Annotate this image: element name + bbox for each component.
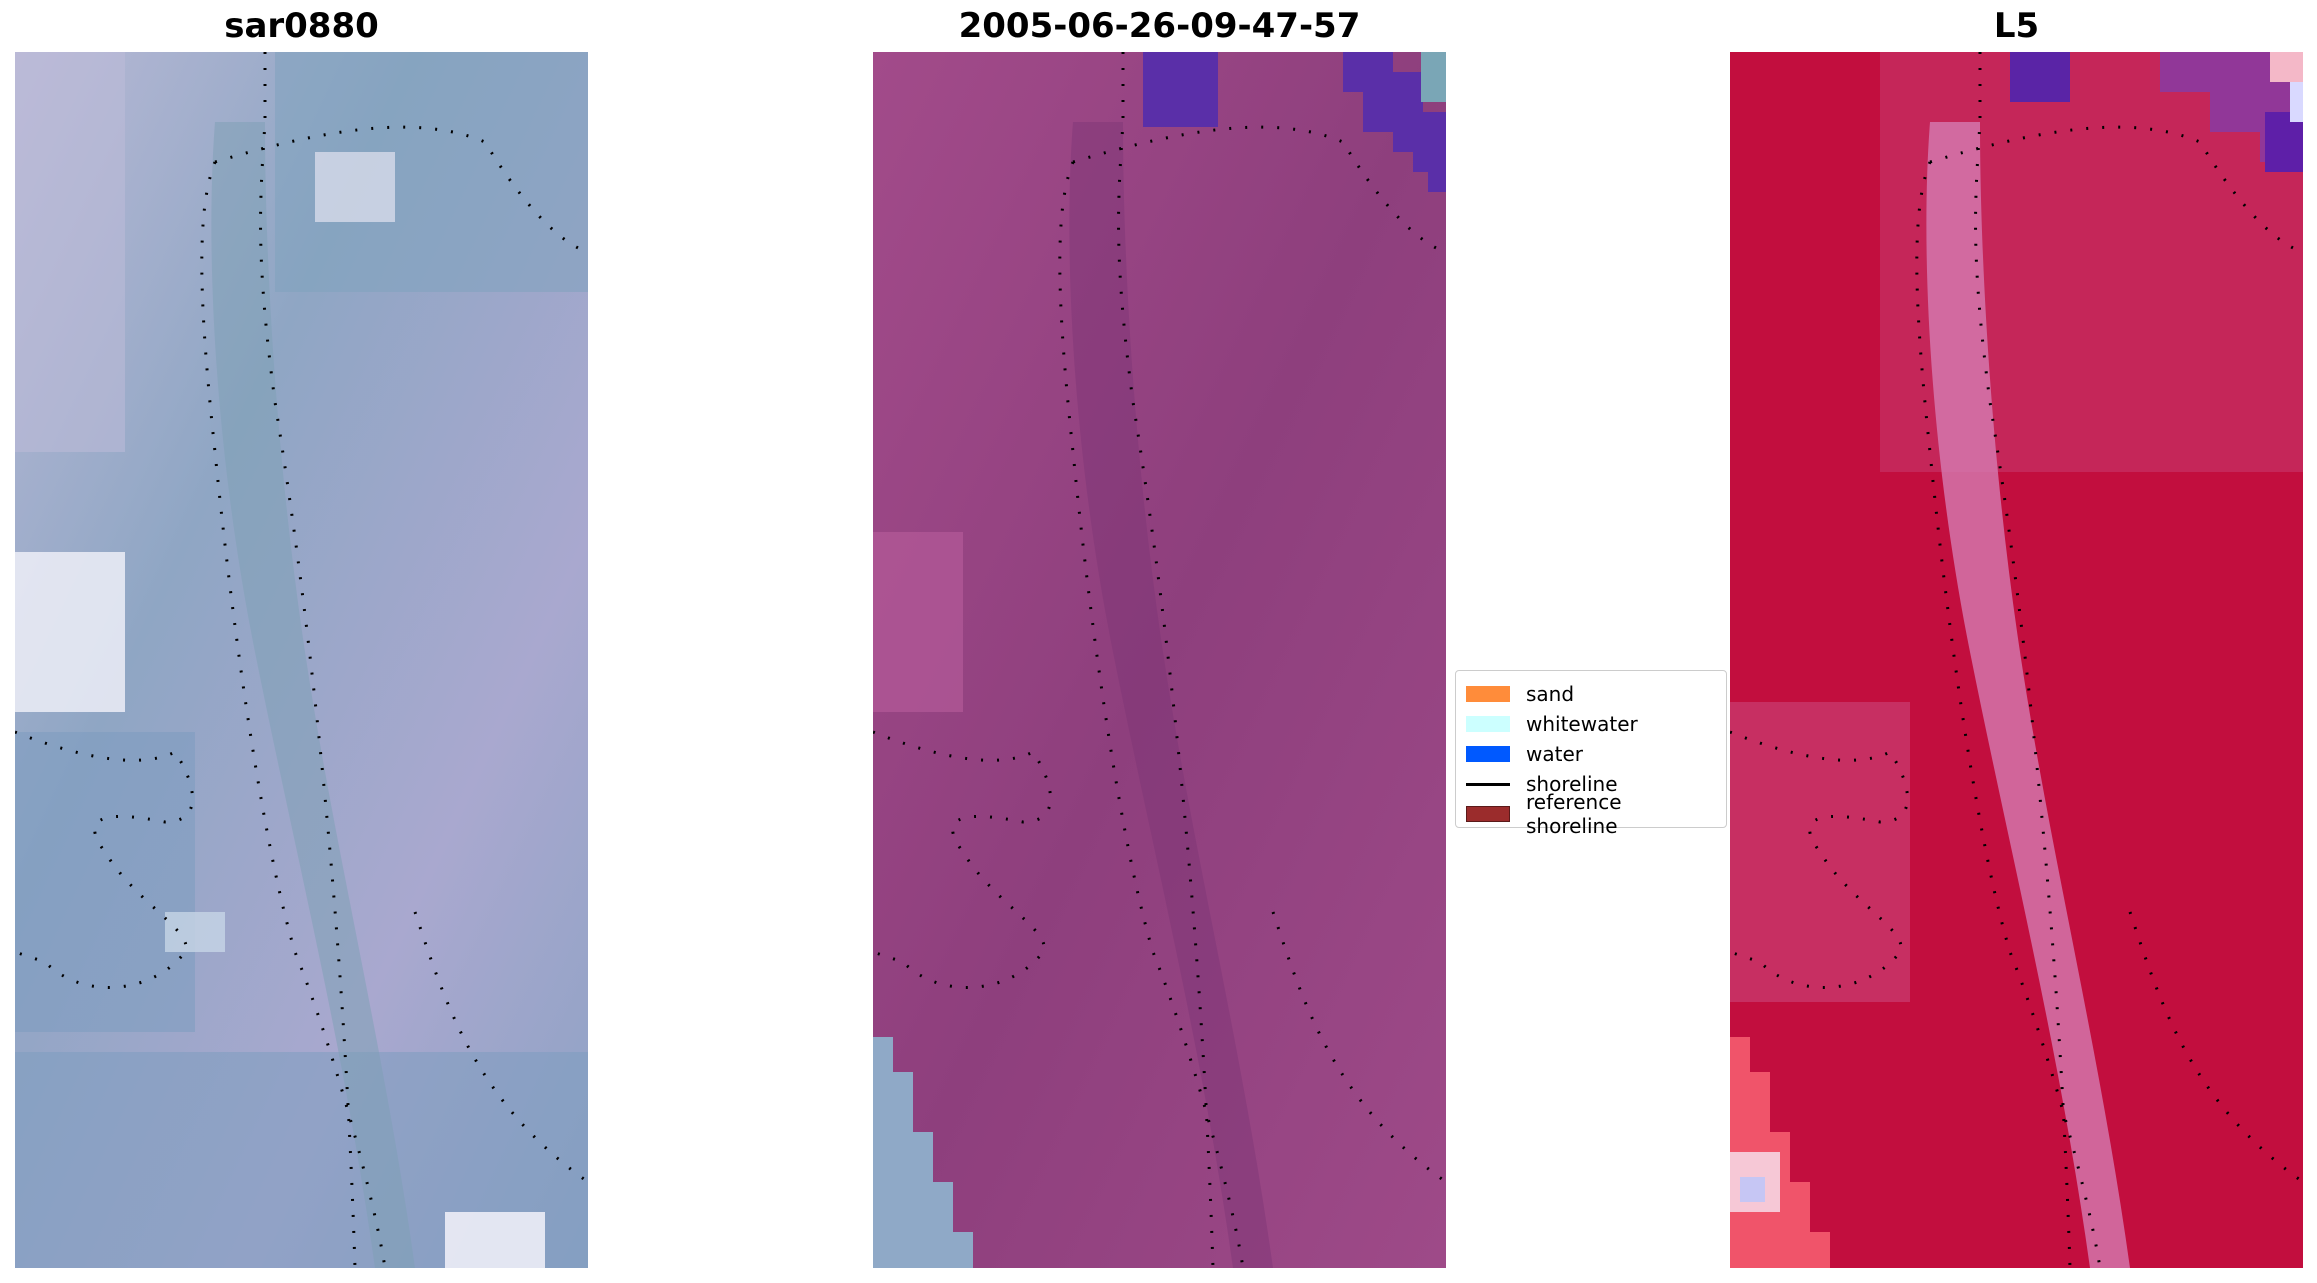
- legend: sand whitewater water shoreline referenc…: [1455, 670, 1727, 838]
- legend-label-water: water: [1526, 742, 1583, 766]
- legend-item-reference-shoreline: reference shoreline: [1466, 790, 1716, 838]
- index-image: [1730, 52, 2303, 1268]
- reference-shoreline-swatch: [1466, 806, 1510, 822]
- rgb-image-panel: [15, 52, 588, 1268]
- classified-image-panel: [873, 52, 1446, 1268]
- panel-title-rgb: sar0880: [224, 6, 379, 46]
- index-image-panel: [1730, 52, 2303, 1268]
- legend-label-sand: sand: [1526, 682, 1575, 706]
- sand-swatch: [1466, 686, 1510, 702]
- panel-title-classified: 2005-06-26-09-47-57: [958, 6, 1361, 46]
- legend-label-shoreline: shoreline: [1526, 772, 1618, 796]
- classified-image: [873, 52, 1446, 1268]
- panel-title-index: L5: [1993, 6, 2040, 46]
- legend-item-water: water: [1466, 739, 1716, 769]
- water-swatch: [1466, 746, 1510, 762]
- whitewater-swatch: [1466, 716, 1510, 732]
- legend-item-shoreline: shoreline: [1466, 769, 1716, 799]
- legend-label-reference-shoreline: reference shoreline: [1526, 790, 1622, 838]
- legend-label-whitewater: whitewater: [1526, 712, 1638, 736]
- legend-item-whitewater: whitewater: [1466, 709, 1716, 739]
- legend-item-sand: sand: [1466, 679, 1716, 709]
- shoreline-line-icon: [1466, 782, 1510, 786]
- rgb-image: [15, 52, 588, 1268]
